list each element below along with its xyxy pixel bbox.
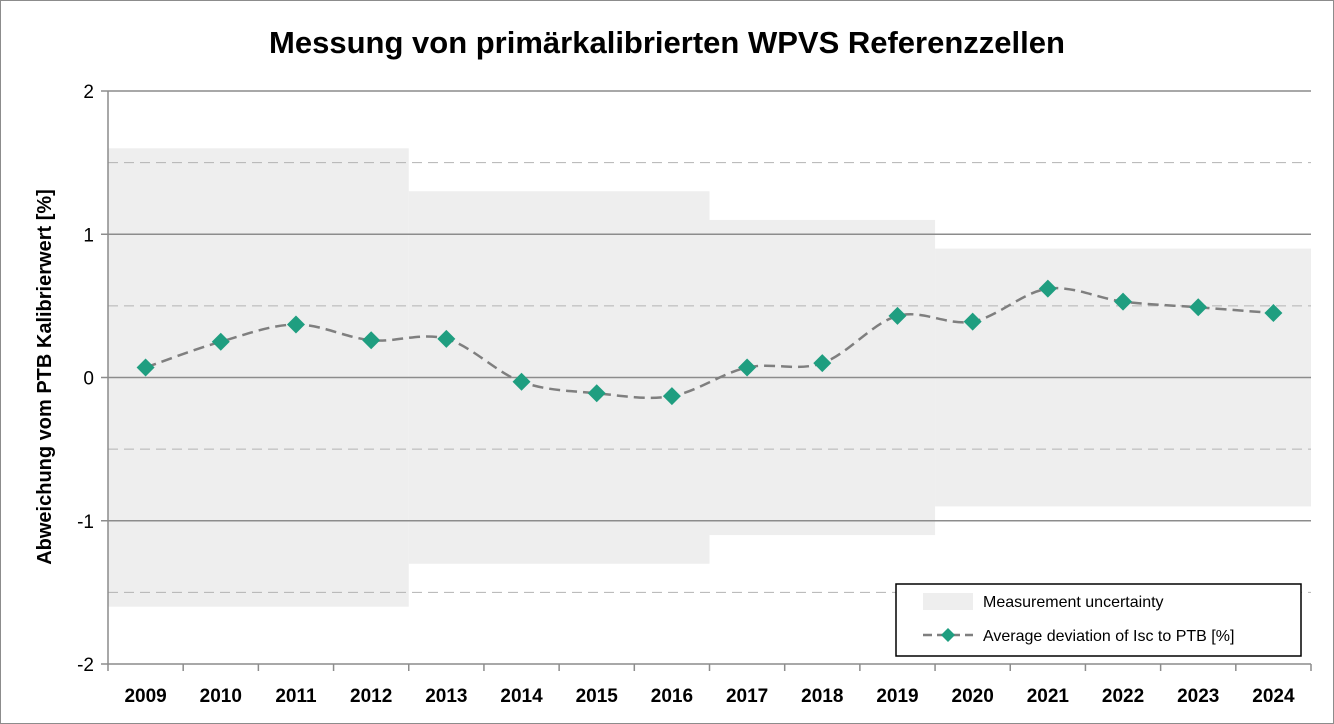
x-tick-label: 2012 (350, 686, 392, 707)
series-layer (136, 279, 1283, 406)
x-tick-label: 2019 (876, 686, 918, 707)
data-point-2015 (587, 384, 606, 403)
data-point-2022 (1114, 292, 1133, 311)
legend-label-series: Average deviation of Isc to PTB [%] (983, 628, 1234, 645)
y-tick-label: -1 (77, 512, 94, 533)
x-tick-label: 2014 (500, 686, 543, 707)
data-point-2012 (362, 331, 381, 350)
axis-layer: 2 1 0 -1 -2 2009 2010 2011 2012 2013 2014 2015 2016 2… (77, 82, 1312, 707)
x-tick-label: 2015 (576, 686, 619, 707)
y-tick-label: 2 (83, 82, 94, 103)
data-point-2009 (136, 358, 155, 377)
x-tick-label: 2010 (200, 686, 242, 707)
data-point-2023 (1189, 298, 1208, 317)
x-tick-label: 2020 (952, 686, 994, 707)
y-tick-label: -2 (77, 655, 94, 676)
x-tick-label: 2011 (275, 686, 317, 707)
x-tick-label: 2016 (651, 686, 693, 707)
x-tick-label: 2013 (425, 686, 467, 707)
data-point-2013 (437, 329, 456, 348)
data-point-2021 (1038, 279, 1057, 298)
y-tick-label: 1 (83, 225, 94, 246)
data-point-2011 (286, 315, 305, 334)
chart-title: Messung von primärkalibrierten WPVS Refe… (269, 25, 1065, 60)
x-tick-label: 2018 (801, 686, 843, 707)
data-point-2010 (211, 332, 230, 351)
legend-swatch-uncertainty (923, 593, 973, 610)
y-axis-label: Abweichung vom PTB Kalibrierwert [%] (34, 189, 56, 565)
data-point-2017 (738, 358, 757, 377)
data-point-2020 (963, 312, 982, 331)
x-tick-label: 2021 (1027, 686, 1070, 707)
y-tick-label: 0 (83, 369, 94, 390)
x-tick-label: 2023 (1177, 686, 1219, 707)
x-tick-label: 2022 (1102, 686, 1144, 707)
legend-label-uncertainty: Measurement uncertainty (983, 594, 1164, 611)
x-tick-label: 2009 (124, 686, 166, 707)
series-line (145, 286, 1274, 400)
data-point-2024 (1264, 304, 1283, 323)
data-point-2019 (888, 306, 907, 325)
data-point-2014 (512, 372, 531, 391)
grid-layer (108, 90, 1311, 593)
x-tick-label: 2017 (726, 686, 768, 707)
x-tick-label: 2024 (1252, 686, 1295, 707)
legend: Measurement uncertainty Average deviatio… (895, 583, 1302, 657)
legend-swatch-marker (941, 628, 955, 642)
data-point-2016 (662, 387, 681, 406)
data-point-2018 (813, 354, 832, 373)
